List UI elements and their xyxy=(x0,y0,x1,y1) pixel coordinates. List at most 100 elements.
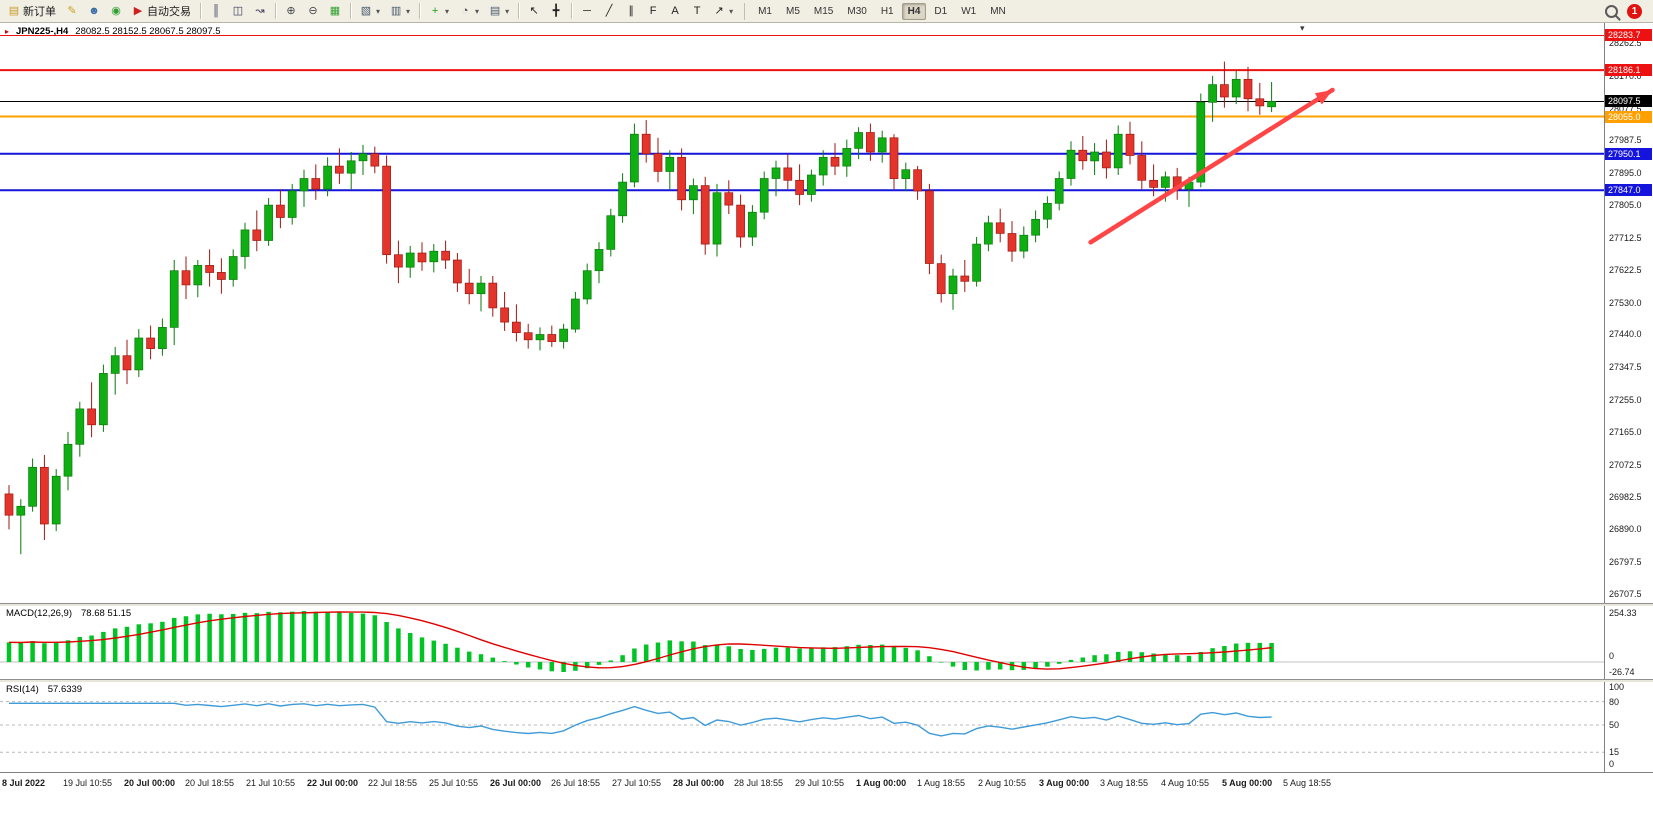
toolbar-separator xyxy=(275,3,276,19)
timeframe-h4-button[interactable]: H4 xyxy=(901,2,927,20)
zoom-out-button[interactable]: ⊖ xyxy=(302,1,324,21)
chart-ohlc-values: 28082.5 28152.5 28067.5 28097.5 xyxy=(75,26,221,37)
indicators-button[interactable]: + ▾ xyxy=(424,1,454,21)
time-axis-label: 22 Jul 00:00 xyxy=(307,778,359,788)
price-axis-label: 27895.0 xyxy=(1609,168,1642,178)
macd-axis-label: 254.33 xyxy=(1609,608,1637,618)
time-axis-label: 20 Jul 00:00 xyxy=(124,778,176,788)
time-axis-label: 3 Aug 18:55 xyxy=(1100,778,1149,788)
community-person-icon: ☻ xyxy=(88,5,100,17)
timeframe-m1-button[interactable]: M1 xyxy=(758,5,772,17)
price-axis: 28262.5 28170.0 28077.5 27987.5 27895.0 27805… xyxy=(1604,23,1653,603)
text-label-button[interactable]: T xyxy=(686,1,708,21)
dropdown-caret-icon[interactable]: ▾ xyxy=(505,6,510,16)
toolbar-separator xyxy=(419,3,421,19)
dropdown-caret-icon[interactable]: ▾ xyxy=(729,6,734,16)
time-axis-label: 5 Aug 18:55 xyxy=(1283,778,1332,788)
templates-button[interactable]: ▤ ▾ xyxy=(484,1,514,21)
macd-axis: 254.33 0 -26.74 xyxy=(1604,606,1653,679)
toolbar-separator xyxy=(518,3,520,19)
arrows-button[interactable]: ↗ ▾ xyxy=(708,1,738,21)
time-axis-label: 22 Jul 18:55 xyxy=(368,778,418,788)
mql5-icon: ◉ xyxy=(111,5,121,17)
time-axis-line xyxy=(0,772,1653,773)
community-button[interactable]: ☻ xyxy=(83,1,105,21)
rsi-value: 57.6339 xyxy=(47,684,83,695)
chart-shift-marker[interactable]: ▾ xyxy=(1300,23,1305,33)
new-order-button[interactable]: ▤ 新订单 xyxy=(3,1,61,21)
dropdown-caret-icon[interactable]: ▾ xyxy=(376,6,381,16)
time-axis-label: 20 Jul 18:55 xyxy=(185,778,235,788)
time-axis-label: 1 Aug 00:00 xyxy=(856,778,907,788)
dropdown-caret-icon[interactable]: ▾ xyxy=(445,6,450,16)
timeframe-mn-button[interactable]: MN xyxy=(990,5,1006,17)
text-button[interactable]: A xyxy=(664,1,686,21)
timeframe-m30-button[interactable]: M30 xyxy=(847,5,867,17)
chart-window: ▸ JPN225-,H4 28082.5 28152.5 28067.5 280… xyxy=(0,23,1653,833)
price-axis-label: 28077.5 xyxy=(1609,104,1642,114)
rsi-axis-label: 0 xyxy=(1609,759,1615,769)
auto-trading-button[interactable]: ▶ 自动交易 xyxy=(127,1,196,21)
macd-signal-line xyxy=(8,611,1272,670)
mql5-button[interactable]: ◉ xyxy=(105,1,127,21)
timeframe-h1-button[interactable]: H1 xyxy=(880,5,894,17)
metaeditor-icon: ✎ xyxy=(67,5,77,17)
new-chart-icon: ▧ xyxy=(360,5,372,17)
price-axis-label: 26890.0 xyxy=(1609,524,1642,534)
toolbar-separator xyxy=(200,3,201,19)
price-axis-label: 27255.0 xyxy=(1609,395,1642,405)
time-axis[interactable]: 8 Jul 2022 19 Jul 10:55 20 Jul 00:00 20 Jul… xyxy=(0,775,1653,795)
macd-panel[interactable]: MACD(12,26,9) 78.68 51.15 xyxy=(0,606,1604,679)
candlestick-chart-button[interactable]: ◫ xyxy=(227,1,249,21)
dropdown-caret-icon[interactable]: ▾ xyxy=(406,6,411,16)
cursor-icon: ↖ xyxy=(529,5,539,17)
time-axis-label: 5 Aug 00:00 xyxy=(1222,778,1273,788)
timeframe-w1-button[interactable]: W1 xyxy=(961,5,977,17)
bar-chart-button[interactable]: ║ xyxy=(205,1,227,21)
price-chart[interactable]: ▸ JPN225-,H4 28082.5 28152.5 28067.5 280… xyxy=(0,23,1604,603)
horizontal-line-button[interactable]: ─ xyxy=(576,1,598,21)
time-axis-label: 28 Jul 00:00 xyxy=(673,778,725,788)
toolbar-right: 1 xyxy=(1605,3,1650,19)
notification-badge[interactable]: 1 xyxy=(1627,3,1642,19)
toolbar-button-groups: ▤ 新订单 ✎ ☻ ◉ ▶ 自动交易 ║ ◫ ↝ ⊕ ⊖ ▦ ▧ ▾ ▥ ▾ + ▾ ◔ ▾ ▤ ▾ ↖ ╋ ─ ╱ ∥ F A T ↗ ▾ xyxy=(3,1,738,21)
fibonacci-button[interactable]: F xyxy=(642,1,664,21)
rsi-axis-label: 15 xyxy=(1609,747,1620,757)
price-axis-label: 27805.0 xyxy=(1609,200,1642,210)
rsi-panel[interactable]: RSI(14) 57.6339 xyxy=(0,682,1604,772)
new-chart-button[interactable]: ▧ ▾ xyxy=(355,1,385,21)
horizontal-level-lines[interactable] xyxy=(0,35,1604,192)
trendline-button[interactable]: ╱ xyxy=(598,1,620,21)
price-axis-label: 27440.0 xyxy=(1609,329,1642,339)
crosshair-icon: ╋ xyxy=(552,5,560,17)
rsi-axis-label: 100 xyxy=(1609,682,1625,692)
macd-histogram xyxy=(6,611,1274,672)
price-chart-canvas[interactable] xyxy=(0,23,1604,603)
timeframe-m15-button[interactable]: M15 xyxy=(813,5,834,17)
one-click-trading-toggle[interactable]: ▸ xyxy=(5,27,10,36)
cursor-button[interactable]: ↖ xyxy=(523,1,545,21)
rsi-line xyxy=(9,702,1272,737)
time-axis-label: 26 Jul 00:00 xyxy=(490,778,542,788)
dropdown-caret-icon[interactable]: ▾ xyxy=(475,6,480,16)
rsi-axis-label: 80 xyxy=(1609,697,1620,707)
price-axis-label: 27530.0 xyxy=(1609,298,1642,308)
price-axis-label: 27622.5 xyxy=(1609,265,1642,275)
arrow-objects-icon: ↗ xyxy=(714,5,724,17)
timeframe-m5-button[interactable]: M5 xyxy=(786,5,800,17)
search-icon[interactable] xyxy=(1605,4,1618,18)
trend-arrow[interactable] xyxy=(1088,87,1335,245)
chart-title: ▸ JPN225-,H4 28082.5 28152.5 28067.5 280… xyxy=(5,26,221,37)
rsi-title-row: RSI(14) 57.6339 xyxy=(6,684,82,695)
channel-button[interactable]: ∥ xyxy=(620,1,642,21)
zoom-in-button[interactable]: ⊕ xyxy=(280,1,302,21)
price-level-badge: 28055.0 xyxy=(1605,111,1652,123)
periods-button[interactable]: ◔ ▾ xyxy=(454,1,484,21)
timeframe-d1-button[interactable]: D1 xyxy=(934,5,948,17)
tile-windows-button[interactable]: ▦ xyxy=(324,1,346,21)
metaeditor-button[interactable]: ✎ xyxy=(61,1,83,21)
new-order-button-label: 新订单 xyxy=(23,6,56,18)
crosshair-button[interactable]: ╋ xyxy=(545,1,567,21)
profiles-button[interactable]: ▥ ▾ xyxy=(385,1,415,21)
line-chart-button[interactable]: ↝ xyxy=(249,1,271,21)
